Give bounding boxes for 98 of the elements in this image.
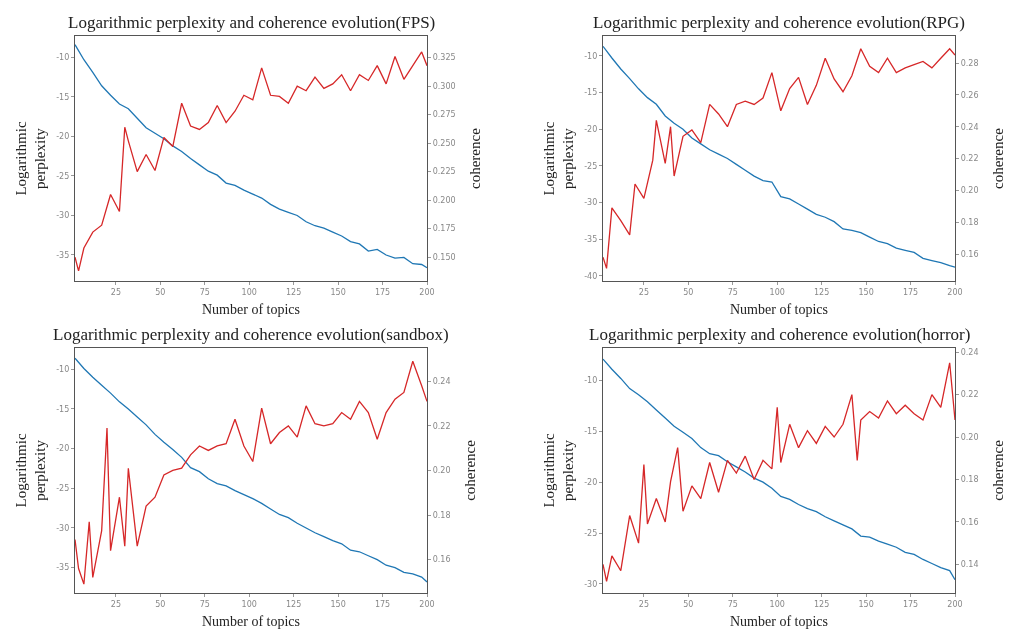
y-tick-label: -10 [56, 53, 70, 63]
y2-tick-label: 0.200 [432, 195, 456, 205]
y-tick-label: -25 [584, 528, 598, 538]
x-tick-label: 125 [286, 599, 302, 609]
y2-tick-label: 0.18 [960, 218, 979, 227]
y2-tick-label: 0.20 [432, 466, 451, 476]
y-tick-label: -10 [584, 376, 598, 386]
x-tick-label: 25 [110, 599, 121, 609]
y2-tick-label: 0.225 [432, 167, 456, 177]
y-axis-title: Logarithmic perplexity [540, 121, 577, 196]
x-tick-label: 75 [727, 599, 738, 609]
y-tick-label: -20 [56, 444, 70, 454]
y2-tick-label: 0.18 [960, 475, 979, 485]
x-axis-title: Number of topics [730, 302, 828, 318]
x-tick-label: 100 [241, 287, 257, 297]
y2-tick-label: 0.26 [960, 90, 979, 100]
x-tick-label: 150 [330, 287, 346, 297]
x-tick-label: 100 [769, 599, 785, 609]
y-tick-label: -35 [56, 250, 70, 260]
y2-tick-label: 0.18 [432, 510, 451, 520]
y-tick-label: -30 [56, 211, 70, 221]
y-tick-label: -35 [584, 235, 598, 245]
y2-axis-title: coherence [461, 439, 478, 501]
x-tick-label: 50 [155, 287, 166, 297]
x-tick-label: 100 [769, 287, 785, 297]
x-tick-label: 75 [199, 599, 210, 609]
y2-tick-label: 0.250 [432, 138, 456, 148]
x-tick-label: 75 [199, 287, 210, 297]
y2-tick-label: 0.275 [432, 110, 456, 120]
chart-title: Logarithmic perplexity and coherence evolution(horror) [589, 325, 971, 344]
y-tick-label: -25 [584, 161, 598, 171]
y-tick-label: -20 [56, 132, 70, 142]
y-tick-label: -15 [56, 404, 70, 414]
x-tick-label: 175 [902, 287, 919, 297]
y2-axis-title: coherence [466, 127, 483, 189]
y-tick-label: -30 [584, 579, 598, 589]
y-tick-label: -20 [584, 124, 598, 134]
x-tick-label: 150 [858, 599, 874, 609]
y-tick-label: -40 [584, 271, 598, 281]
x-tick-label: 200 [419, 599, 435, 609]
y-tick-label: -25 [56, 171, 70, 181]
y2-tick-label: 0.22 [960, 390, 979, 400]
x-tick-label: 25 [638, 287, 649, 297]
chart-title: Logarithmic perplexity and coherence evolution(FPS) [68, 13, 436, 32]
x-tick-label: 50 [683, 599, 694, 609]
y2-tick-label: 0.16 [432, 555, 451, 565]
x-tick-label: 150 [858, 287, 874, 297]
x-tick-label: 25 [638, 599, 649, 609]
x-tick-label: 175 [374, 599, 391, 609]
y-tick-label: -20 [584, 477, 598, 487]
y2-tick-label: 0.22 [960, 154, 979, 164]
y2-tick-label: 0.16 [960, 517, 979, 527]
y2-axis-title: coherence [989, 127, 1006, 189]
chart-title: Logarithmic perplexity and coherence evolution(RPG) [593, 13, 965, 32]
chart-title: Logarithmic perplexity and coherence evolution(sandbox) [53, 325, 449, 344]
y2-tick-label: 0.22 [432, 421, 451, 431]
x-tick-label: 75 [727, 287, 738, 297]
y-tick-label: -35 [56, 563, 70, 573]
y-tick-label: -25 [56, 484, 70, 494]
x-tick-label: 100 [241, 599, 257, 609]
y2-tick-label: 0.325 [432, 53, 456, 63]
y-tick-label: -30 [584, 198, 598, 208]
y-axis-title: Logarithmic perplexity [12, 433, 49, 508]
y2-axis-title: coherence [989, 439, 1006, 501]
x-tick-label: 50 [155, 599, 166, 609]
y2-tick-label: 0.16 [960, 249, 979, 259]
x-tick-label: 125 [286, 287, 302, 297]
x-tick-label: 175 [374, 287, 391, 297]
y-tick-label: -30 [56, 523, 70, 533]
y2-tick-label: 0.28 [960, 58, 979, 68]
x-axis-title: Number of topics [202, 302, 300, 318]
x-tick-label: 50 [683, 287, 694, 297]
x-tick-label: 200 [419, 287, 435, 297]
y-tick-label: -10 [584, 51, 598, 61]
x-tick-label: 200 [947, 599, 963, 609]
y-tick-label: -15 [584, 427, 598, 437]
y2-tick-label: 0.24 [960, 347, 979, 357]
x-tick-label: 125 [814, 599, 830, 609]
y-axis-title: Logarithmic perplexity [12, 121, 49, 196]
y2-tick-label: 0.150 [432, 252, 456, 262]
x-tick-label: 25 [110, 287, 121, 297]
y2-tick-label: 0.175 [432, 224, 456, 234]
x-tick-label: 125 [814, 287, 830, 297]
x-axis-title: Number of topics [202, 614, 300, 629]
x-tick-label: 150 [330, 599, 346, 609]
y2-tick-label: 0.14 [960, 560, 979, 570]
y-tick-label: -15 [56, 92, 70, 102]
y-axis-title: Logarithmic perplexity [540, 433, 577, 508]
y2-tick-label: 0.20 [960, 186, 979, 196]
y2-tick-label: 0.24 [432, 377, 451, 387]
y-tick-label: -15 [584, 88, 598, 98]
y2-tick-label: 0.24 [960, 122, 979, 132]
x-tick-label: 200 [947, 287, 963, 297]
y2-tick-label: 0.20 [960, 432, 979, 442]
y2-tick-label: 0.300 [432, 81, 456, 91]
x-axis-title: Number of topics [730, 614, 828, 629]
x-tick-label: 175 [902, 599, 919, 609]
y-tick-label: -10 [56, 365, 70, 375]
